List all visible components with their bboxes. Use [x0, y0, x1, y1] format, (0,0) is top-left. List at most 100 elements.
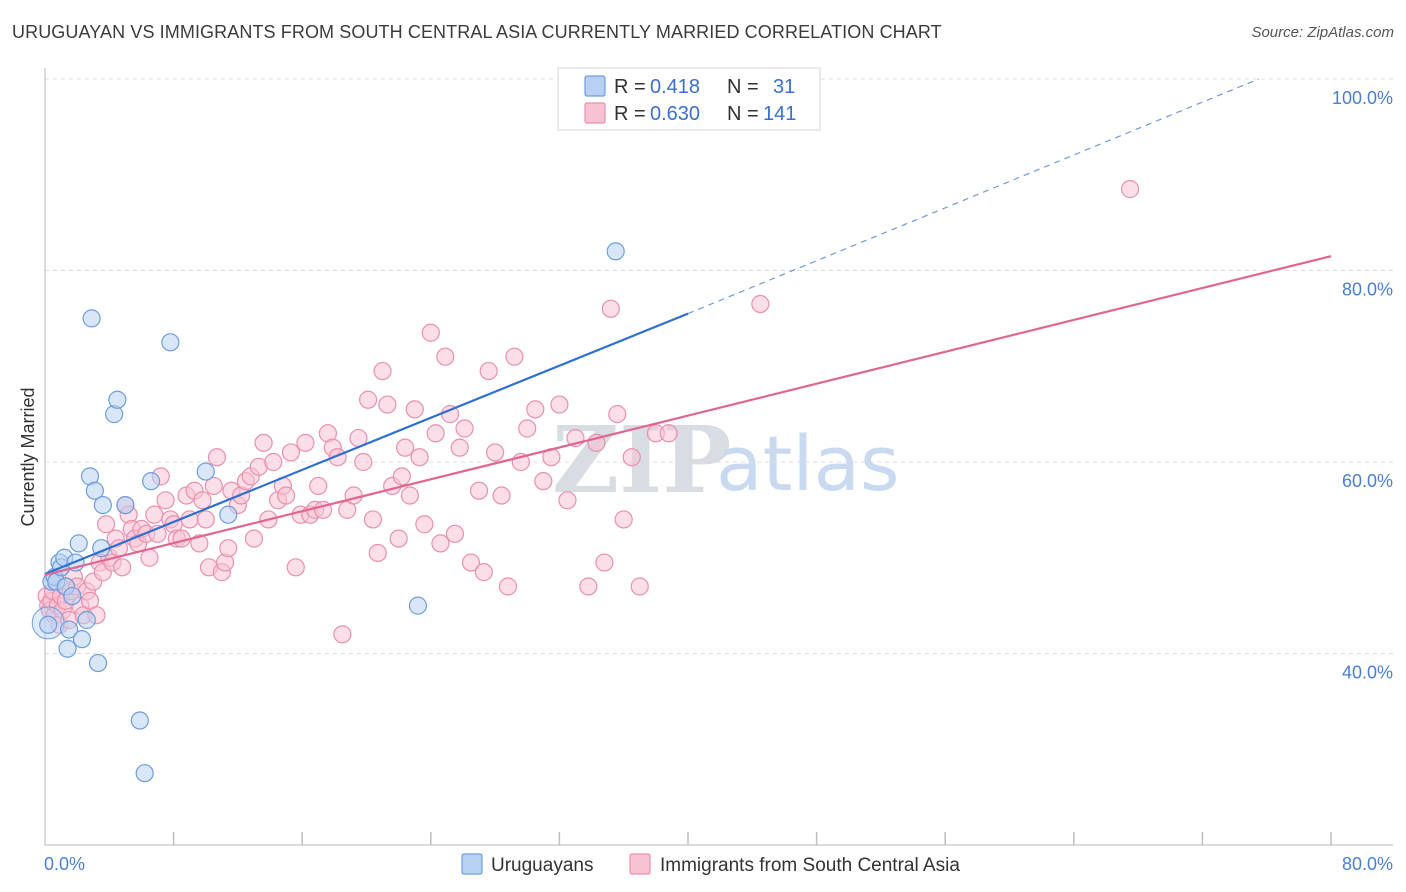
immigrants-point-129: [608, 405, 627, 424]
immigrants-point-58: [219, 539, 238, 558]
immigrants-point-113: [486, 443, 505, 462]
correlation-legend: R = 0.418 N = 31 R = 0.630 N = 141: [557, 67, 821, 131]
trend-lines: [44, 78, 1332, 577]
uruguayans-point-31: [606, 242, 625, 261]
immigrants-point-103: [431, 534, 450, 553]
uruguayans-point-8: [58, 639, 77, 658]
watermark-zip: ZIP: [552, 406, 731, 514]
uruguayans-point-26: [141, 472, 161, 491]
immigrants-point-42: [156, 491, 175, 510]
immigrants-point-52: [196, 510, 215, 529]
immigrants-point-107: [450, 438, 469, 457]
immigrants-point-100: [415, 515, 434, 534]
series-legend: Uruguayans Immigrants from South Central…: [461, 853, 960, 876]
immigrants-point-51: [193, 491, 212, 510]
immigrants-point-85: [344, 486, 363, 505]
immigrants-point-87: [354, 452, 373, 472]
uruguayans-point-28: [196, 462, 215, 481]
immigrants-point-130: [614, 510, 633, 529]
uruguayans-point-9: [60, 620, 79, 639]
uruguayans-point-10: [63, 586, 82, 606]
immigrants-point-123: [558, 491, 577, 510]
immigrants-point-112: [479, 361, 498, 381]
grid-lines: [45, 78, 1393, 654]
y-tick-label-40: 40.0%: [1342, 663, 1393, 683]
immigrants-point-109: [461, 553, 481, 572]
x-tick-label-left: 0.0%: [44, 854, 85, 874]
trend-line-immigrants: [44, 255, 1332, 577]
immigrants-point-83: [333, 625, 352, 644]
chart-source: Source: ZipAtlas.com: [1251, 24, 1394, 41]
legend-swatch-uruguayans: [584, 75, 606, 97]
uruguayans-point-13: [72, 630, 92, 649]
legend-n-label-0: N =: [727, 76, 759, 98]
legend-n-value-1: 141: [763, 103, 796, 125]
immigrants-point-102: [426, 424, 445, 443]
immigrants-point-136: [1120, 180, 1140, 199]
legend-r-value-0: 0.418: [650, 76, 700, 98]
immigrants-point-89: [363, 510, 383, 529]
uruguayans-point-18: [88, 653, 108, 673]
immigrants-point-64: [244, 529, 264, 548]
uruguayans-point-14: [77, 610, 96, 630]
immigrants-point-118: [518, 419, 537, 438]
immigrants-point-54: [204, 476, 223, 496]
immigrants-point-127: [595, 553, 614, 572]
uruguayans-point-12: [69, 534, 88, 553]
legend-n-value-0: 31: [773, 76, 795, 98]
uruguayans-point-24: [130, 711, 149, 730]
immigrants-point-91: [373, 361, 392, 381]
y-tick-labels: 100.0% 80.0% 60.0% 40.0%: [1332, 88, 1393, 683]
legend-n-label-1: N =: [727, 103, 759, 125]
immigrants-point-98: [405, 400, 424, 419]
y-tick-label-100: 100.0%: [1332, 88, 1393, 108]
y-tick-label-80: 80.0%: [1342, 280, 1393, 300]
immigrants-point-90: [368, 543, 387, 563]
immigrants-point-101: [421, 323, 440, 342]
immigrants-point-55: [207, 448, 227, 467]
uruguayans-point-25: [135, 764, 154, 783]
immigrants-point-106: [445, 524, 465, 543]
immigrants-point-131: [622, 448, 641, 467]
immigrants-point-71: [277, 486, 296, 505]
immigrants-point-96: [395, 438, 415, 457]
immigrants-point-94: [389, 529, 408, 548]
x-ticks: [172, 832, 1332, 845]
immigrants-point-119: [526, 400, 545, 419]
immigrants-point-95: [392, 467, 411, 486]
immigrants-point-132: [630, 577, 649, 596]
legend-r-value-1: 0.630: [650, 103, 700, 125]
immigrants-point-73: [286, 558, 305, 577]
immigrants-point-104: [436, 347, 455, 366]
uruguayans-point-17: [85, 481, 104, 500]
immigrants-point-134: [659, 424, 678, 443]
bottom-legend-label-immigrants: Immigrants from South Central Asia: [660, 855, 960, 876]
immigrants-point-68: [264, 452, 283, 472]
immigrants-point-38: [140, 548, 159, 567]
immigrants-point-135: [751, 294, 770, 314]
y-tick-label-60: 60.0%: [1342, 471, 1393, 491]
uruguayans-point-23: [116, 495, 135, 515]
immigrants-point-114: [492, 486, 511, 505]
immigrants-point-50: [190, 534, 209, 553]
immigrants-point-108: [455, 419, 474, 438]
uruguayans-point-20: [93, 495, 112, 515]
uruguayans-point-30: [408, 596, 428, 615]
x-tick-label-right: 80.0%: [1342, 854, 1393, 874]
axes: [44, 68, 1393, 846]
immigrants-point-25: [96, 515, 116, 534]
immigrants-point-110: [469, 481, 489, 500]
trend-line-uruguayans: [44, 312, 689, 576]
immigrants-point-120: [534, 472, 553, 491]
y-axis-label: Currently Married: [18, 387, 38, 526]
immigrants-point-88: [359, 390, 378, 409]
chart-title: URUGUAYAN VS IMMIGRANTS FROM SOUTH CENTR…: [12, 22, 942, 42]
uruguayans-point-16: [82, 309, 101, 328]
immigrants-point-75: [296, 433, 315, 452]
immigrants-point-30: [113, 558, 132, 577]
uruguayans-point-27: [161, 333, 180, 352]
immigrants-point-122: [550, 395, 569, 414]
bottom-legend-label-uruguayans: Uruguayans: [491, 855, 593, 876]
legend-r-label-0: R =: [614, 76, 646, 98]
